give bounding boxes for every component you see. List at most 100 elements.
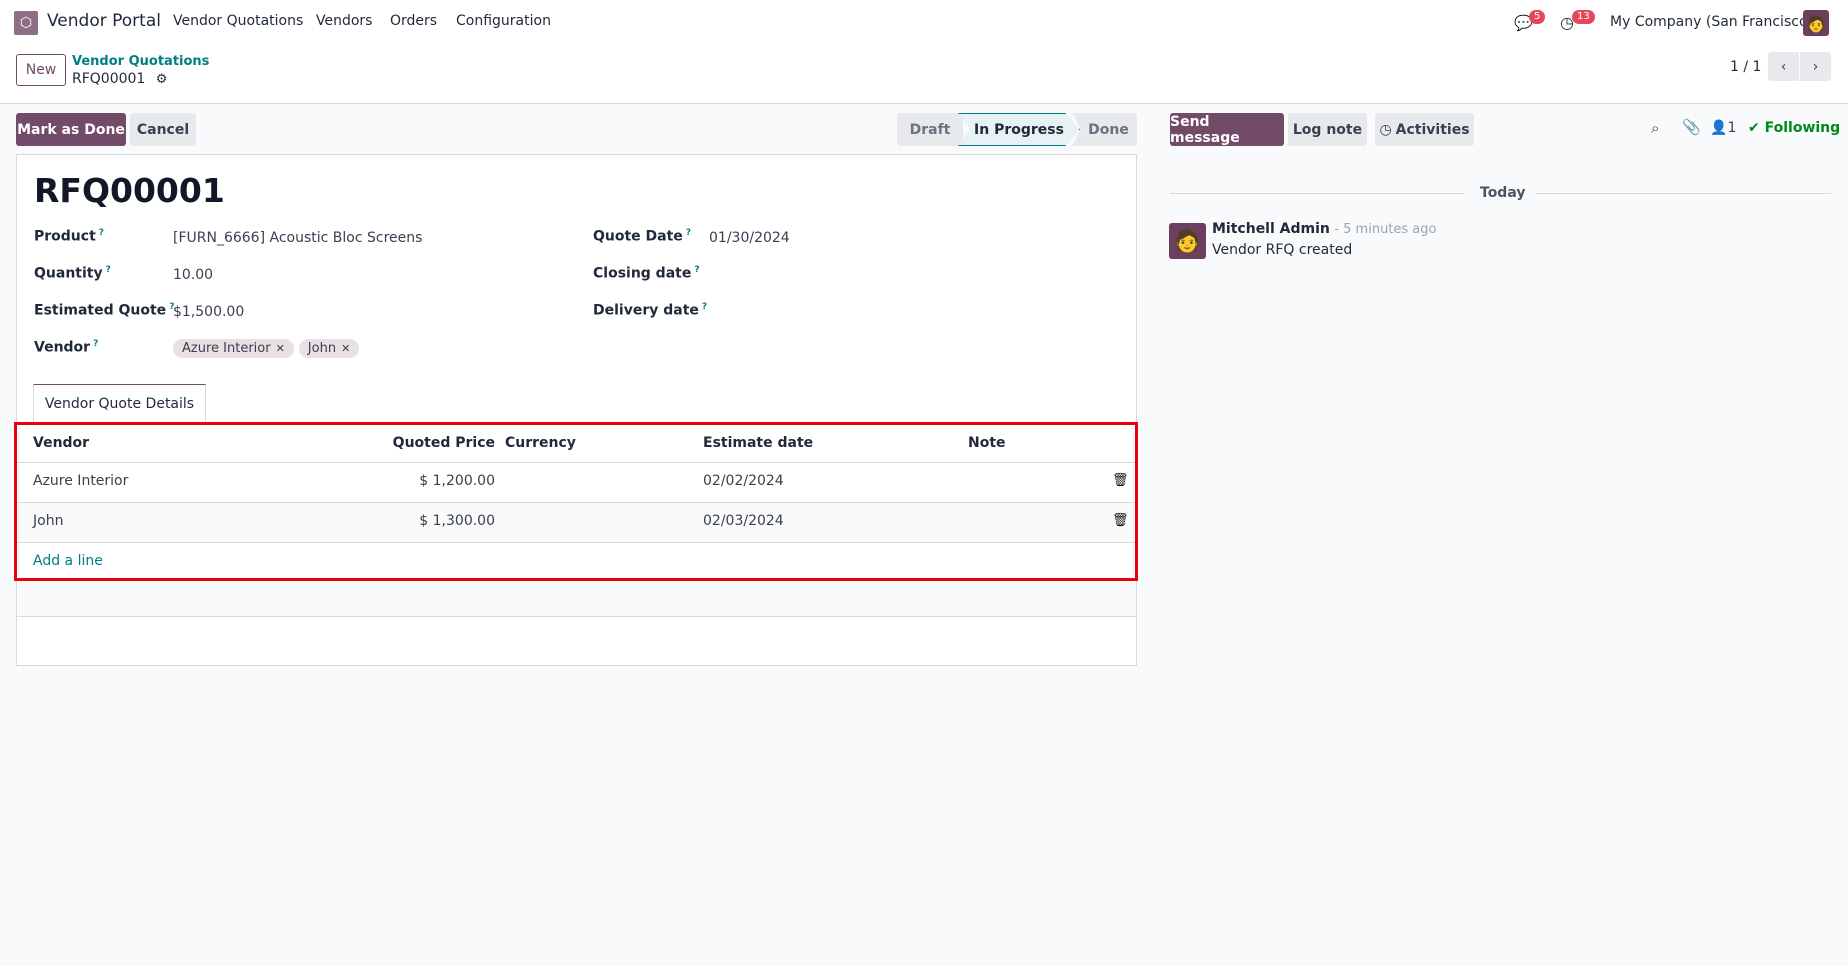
product-field[interactable]: [FURN_6666] Acoustic Bloc Screens bbox=[173, 230, 423, 246]
app-logo-icon[interactable]: ⬡ bbox=[14, 11, 38, 35]
following-label: Following bbox=[1764, 120, 1841, 136]
breadcrumb-parent[interactable]: Vendor Quotations bbox=[72, 54, 210, 69]
vendor-tag-label: John bbox=[307, 341, 337, 356]
product-label-text: Product bbox=[34, 228, 96, 245]
date-separator: Today bbox=[1480, 185, 1526, 201]
mark-as-done-button[interactable]: Mark as Done bbox=[16, 113, 126, 146]
activities-button[interactable]: ◷ Activities bbox=[1375, 113, 1474, 146]
vendor-tag: Azure Interior ✕ bbox=[173, 339, 294, 358]
company-switcher[interactable]: My Company (San Francisco) bbox=[1610, 14, 1813, 30]
cell-estimate-date[interactable]: 02/03/2024 bbox=[703, 513, 784, 529]
following-button[interactable]: ✔ Following bbox=[1748, 120, 1840, 136]
help-icon[interactable]: ? bbox=[93, 339, 99, 349]
message-avatar[interactable]: 🧑 bbox=[1169, 223, 1206, 259]
date-separator-line bbox=[1536, 193, 1831, 194]
product-label: Product? bbox=[34, 228, 104, 245]
chevron-right-icon: › bbox=[1812, 58, 1819, 75]
col-currency[interactable]: Currency bbox=[505, 435, 576, 451]
cell-quoted-price[interactable]: $ 1,200.00 bbox=[419, 473, 495, 489]
vendor-field[interactable]: Azure Interior ✕ John ✕ bbox=[173, 339, 364, 358]
col-quoted-price[interactable]: Quoted Price bbox=[392, 435, 495, 451]
delivery-date-field[interactable] bbox=[709, 304, 1009, 324]
chevron-left-icon: ‹ bbox=[1780, 58, 1787, 75]
cell-vendor[interactable]: Azure Interior bbox=[33, 473, 129, 489]
record-title: RFQ00001 bbox=[34, 171, 225, 210]
vendor-label-text: Vendor bbox=[34, 339, 91, 356]
vendor-quote-table: Vendor Quoted Price Currency Estimate da… bbox=[14, 422, 1138, 581]
delivery-date-label: Delivery date? bbox=[593, 302, 707, 319]
messages-button[interactable]: 💬 5 bbox=[1514, 10, 1550, 34]
chat-icon: 💬 bbox=[1514, 14, 1533, 32]
cell-quoted-price[interactable]: $ 1,300.00 bbox=[419, 513, 495, 529]
closing-date-label-text: Closing date bbox=[593, 265, 692, 282]
table-row[interactable]: John $ 1,300.00 02/03/2024 🗑 bbox=[17, 503, 1135, 543]
form-sheet: RFQ00001 Product? [FURN_6666] Acoustic B… bbox=[16, 154, 1137, 666]
notebook-bottom bbox=[17, 580, 1136, 617]
followers-button[interactable]: 👤1 bbox=[1710, 120, 1736, 136]
message-author[interactable]: Mitchell Admin bbox=[1212, 221, 1330, 237]
search-icon[interactable]: ⌕ bbox=[1651, 119, 1660, 137]
estimated-quote-label-text: Estimated Quote bbox=[34, 302, 167, 319]
help-icon[interactable]: ? bbox=[98, 228, 104, 238]
cell-estimate-date[interactable]: 02/02/2024 bbox=[703, 473, 784, 489]
new-button[interactable]: New bbox=[16, 54, 66, 86]
col-estimate-date[interactable]: Estimate date bbox=[703, 435, 814, 451]
vendor-label: Vendor? bbox=[34, 339, 98, 356]
breadcrumb-current: RFQ00001 ⚙ bbox=[72, 71, 167, 87]
stage-draft[interactable]: Draft bbox=[897, 113, 963, 146]
remove-tag-icon[interactable]: ✕ bbox=[341, 342, 351, 355]
help-icon[interactable]: ? bbox=[105, 265, 111, 275]
help-icon[interactable]: ? bbox=[685, 228, 692, 238]
col-vendor[interactable]: Vendor bbox=[33, 435, 90, 451]
trash-icon[interactable]: 🗑 bbox=[1112, 513, 1129, 528]
help-icon[interactable]: ? bbox=[694, 265, 700, 275]
user-icon: 👤 bbox=[1710, 120, 1728, 136]
menu-vendor-quotations[interactable]: Vendor Quotations bbox=[173, 13, 304, 29]
quantity-label-text: Quantity bbox=[34, 265, 103, 282]
quantity-field[interactable]: 10.00 bbox=[173, 267, 214, 283]
app-name[interactable]: Vendor Portal bbox=[47, 11, 161, 31]
estimated-quote-field[interactable]: $1,500.00 bbox=[173, 304, 245, 320]
quote-date-field[interactable]: 01/30/2024 bbox=[709, 230, 790, 246]
menu-orders[interactable]: Orders bbox=[390, 13, 438, 29]
remove-tag-icon[interactable]: ✕ bbox=[275, 342, 285, 355]
record-name: RFQ00001 bbox=[72, 71, 146, 87]
navbar: ⬡ Vendor Portal Vendor Quotations Vendor… bbox=[0, 0, 1848, 45]
activities-button[interactable]: ◷ 13 bbox=[1560, 10, 1600, 34]
pager-value[interactable]: 1 / 1 bbox=[1730, 59, 1762, 75]
help-icon[interactable]: ? bbox=[701, 302, 708, 312]
add-a-line-link[interactable]: Add a line bbox=[33, 553, 103, 569]
cancel-button[interactable]: Cancel bbox=[130, 113, 196, 146]
stage-in-progress[interactable]: In Progress bbox=[958, 113, 1080, 146]
table-header: Vendor Quoted Price Currency Estimate da… bbox=[17, 425, 1135, 463]
clock-icon: ◷ bbox=[1560, 13, 1574, 32]
date-separator-line bbox=[1170, 193, 1465, 194]
pager-previous-button[interactable]: ‹ bbox=[1768, 52, 1799, 81]
paperclip-icon[interactable]: 📎 bbox=[1682, 118, 1701, 136]
cell-vendor[interactable]: John bbox=[33, 513, 64, 529]
tab-vendor-quote-details[interactable]: Vendor Quote Details bbox=[33, 384, 206, 422]
menu-configuration[interactable]: Configuration bbox=[456, 13, 551, 29]
send-message-button[interactable]: Send message bbox=[1170, 113, 1284, 146]
log-note-button[interactable]: Log note bbox=[1288, 113, 1367, 146]
clock-icon: ◷ bbox=[1379, 121, 1392, 138]
trash-icon[interactable]: 🗑 bbox=[1112, 473, 1129, 488]
user-avatar[interactable]: 🧑 bbox=[1803, 10, 1829, 36]
followers-count: 1 bbox=[1727, 120, 1737, 136]
pager-next-button[interactable]: › bbox=[1800, 52, 1831, 81]
control-panel: New Vendor Quotations RFQ00001 ⚙ 1 / 1 ‹… bbox=[0, 45, 1848, 104]
quantity-label: Quantity? bbox=[34, 265, 111, 282]
estimated-quote-label: Estimated Quote? bbox=[34, 302, 174, 319]
table-row[interactable]: Azure Interior $ 1,200.00 02/02/2024 🗑 bbox=[17, 463, 1135, 503]
closing-date-field[interactable] bbox=[709, 267, 1009, 287]
messages-badge: 5 bbox=[1529, 10, 1546, 24]
message-body: Vendor RFQ created bbox=[1212, 242, 1353, 258]
menu-vendors[interactable]: Vendors bbox=[316, 13, 373, 29]
closing-date-label: Closing date? bbox=[593, 265, 700, 282]
message-header: Mitchell Admin - 5 minutes ago bbox=[1212, 221, 1436, 237]
col-note[interactable]: Note bbox=[968, 435, 1006, 451]
stage-done[interactable]: Done bbox=[1072, 113, 1137, 146]
gear-icon[interactable]: ⚙ bbox=[155, 72, 168, 87]
message-time: - 5 minutes ago bbox=[1334, 222, 1437, 237]
help-icon[interactable]: ? bbox=[169, 302, 175, 312]
